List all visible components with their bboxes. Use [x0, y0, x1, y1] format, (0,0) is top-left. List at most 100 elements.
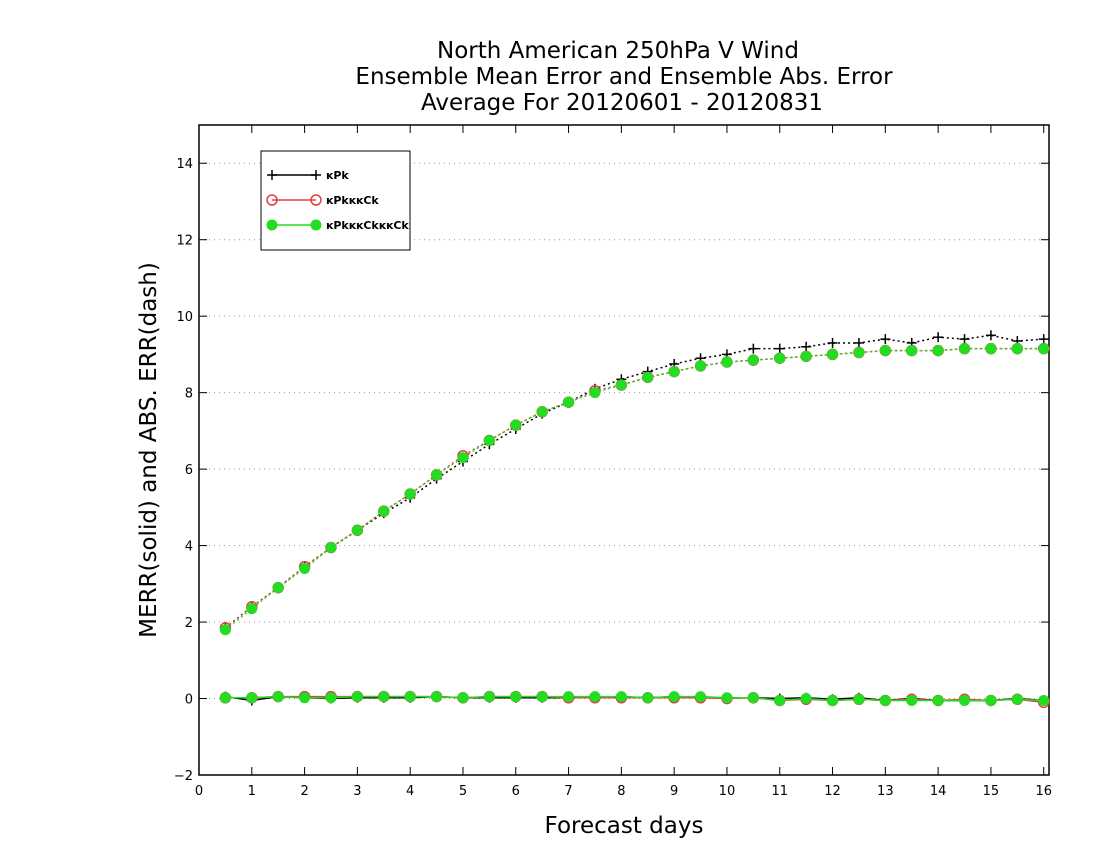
series-3-mean-point [879, 694, 891, 706]
series-1-abs-point [959, 334, 970, 345]
series-3-mean-point [219, 692, 231, 704]
series-3-abs-point [483, 434, 495, 446]
series-lines [224, 334, 1044, 704]
series-1-abs-point [827, 337, 838, 348]
series-3-abs-point [404, 488, 416, 500]
series-3-abs-point [299, 563, 311, 575]
series-3-mean-point [853, 693, 865, 705]
x-tick-label: 11 [771, 784, 788, 799]
series-3-mean-point [906, 694, 918, 706]
series-3-mean-point [1011, 693, 1023, 705]
y-tick-label: 14 [176, 157, 193, 172]
series-3-abs-point [272, 582, 284, 594]
x-tick-label: 9 [670, 784, 678, 799]
series-3-mean-point [985, 694, 997, 706]
series-3-abs-point [668, 366, 680, 378]
series-3-abs-point [246, 603, 258, 615]
series-3-abs-point [774, 352, 786, 364]
x-tick-label: 6 [512, 784, 520, 799]
series-1-abs-point [880, 334, 891, 345]
x-tick-label: 14 [930, 784, 947, 799]
series-markers [219, 330, 1050, 709]
x-tick-label: 3 [353, 784, 361, 799]
series-2-abs-error-line [224, 347, 1044, 629]
legend-label: ĸPk [326, 169, 349, 182]
series-3-mean-point [404, 691, 416, 703]
x-tick-label: 12 [824, 784, 841, 799]
series-3-mean-point [299, 692, 311, 704]
grid-lines [199, 162, 1049, 776]
series-3-mean-point [431, 691, 443, 703]
series-3-mean-point [483, 691, 495, 703]
x-tick-label: 4 [406, 784, 414, 799]
y-tick-label: −2 [174, 769, 193, 784]
series-3-abs-point [431, 469, 443, 481]
series-3-abs-point [853, 347, 865, 358]
series-1-abs-error-line [224, 334, 1044, 629]
plot-area [198, 124, 1050, 776]
series-3-abs-point [932, 345, 944, 357]
legend-label: ĸPkĸĸCk [326, 194, 379, 207]
series-3-mean-point [721, 692, 733, 704]
series-3-mean-point [536, 691, 548, 703]
series-3-abs-point [378, 505, 390, 517]
series-3-mean-point [351, 691, 363, 703]
series-3-mean-point [827, 694, 839, 706]
y-tick-label: 8 [185, 387, 193, 402]
series-3-abs-point [721, 356, 733, 368]
legend-marker [310, 219, 322, 231]
series-1-abs-point [801, 341, 812, 352]
series-3-abs-point [747, 354, 759, 366]
series-1-abs-point [774, 343, 785, 354]
series-3-abs-point [325, 542, 337, 553]
x-tick-label: 15 [983, 784, 1000, 799]
series-3-abs-point [563, 396, 575, 408]
series-3-mean-point [747, 692, 759, 704]
series-3-mean-point [959, 694, 971, 706]
series-3-mean-point [668, 691, 680, 703]
y-axis-label: MERR(solid) and ABS. ERR(dash) [136, 262, 162, 638]
series-3-mean-point [932, 694, 944, 706]
y-axis: −2 0 2 4 6 8 10 12 14 [174, 157, 1049, 784]
series-3-abs-point [536, 406, 548, 418]
series-3-abs-point [1011, 343, 1023, 355]
x-tick-label: 16 [1035, 784, 1052, 799]
chart-title-line-1: North American 250hPa V Wind [437, 38, 799, 64]
legend-marker [266, 219, 278, 231]
legend-marker [267, 170, 277, 180]
chart-title-line-2: Ensemble Mean Error and Ensemble Abs. Er… [355, 64, 893, 90]
series-3-mean-point [1038, 694, 1050, 706]
series-3-mean-point [774, 694, 786, 706]
series-3-abs-point [985, 343, 997, 355]
series-3-mean-point [510, 691, 522, 703]
x-tick-label: 0 [195, 784, 203, 799]
series-3-abs-point [695, 360, 707, 372]
series-3-abs-point [800, 350, 812, 362]
y-tick-label: 6 [185, 463, 193, 478]
x-tick-label: 1 [248, 784, 256, 799]
series-3-abs-point [959, 343, 971, 355]
y-tick-label: 2 [185, 616, 193, 631]
legend-marker [266, 194, 278, 206]
series-3-abs-point [879, 345, 891, 357]
x-tick-label: 10 [719, 784, 736, 799]
series-3-abs-point [457, 452, 469, 464]
y-tick-label: 0 [185, 693, 193, 708]
series-3-mean-point [800, 693, 812, 705]
series-3-mean-point [457, 692, 469, 704]
y-tick-label: 4 [185, 540, 193, 555]
series-3-abs-point [510, 419, 522, 431]
series-3-abs-point [906, 345, 918, 357]
series-3-mean-point [615, 691, 627, 703]
series-3-mean-point [589, 691, 601, 703]
series-3-mean-point [272, 691, 284, 703]
series-1-abs-point [933, 332, 944, 343]
series-1-abs-point [985, 330, 996, 341]
x-tick-label: 8 [617, 784, 625, 799]
series-1-abs-point [853, 337, 864, 348]
series-3-abs-point [1038, 343, 1050, 355]
chart-title-line-3: Average For 20120601 - 20120831 [421, 90, 823, 116]
y-tick-label: 10 [176, 310, 193, 325]
series-3-abs-point [219, 624, 231, 636]
